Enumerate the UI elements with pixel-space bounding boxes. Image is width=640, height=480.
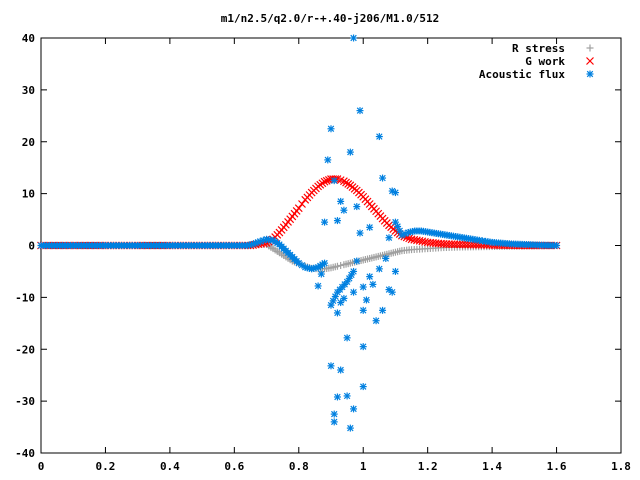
data-point xyxy=(359,343,367,351)
y-tick-label: 0 xyxy=(28,240,35,253)
data-point xyxy=(337,197,345,205)
data-point xyxy=(356,107,364,115)
data-point xyxy=(375,265,383,273)
data-point xyxy=(350,288,358,296)
legend-label: R stress xyxy=(512,42,565,55)
data-point xyxy=(379,174,387,182)
data-point xyxy=(333,393,341,401)
y-tick-label: 10 xyxy=(22,188,35,201)
data-point xyxy=(353,257,361,265)
data-point xyxy=(333,309,341,317)
data-point xyxy=(330,177,338,185)
data-point xyxy=(333,217,341,225)
y-tick-label: 30 xyxy=(22,84,35,97)
legend-marker xyxy=(586,44,594,52)
data-point xyxy=(359,383,367,391)
data-point xyxy=(337,299,345,307)
data-point xyxy=(369,280,377,288)
x-tick-label: 0.8 xyxy=(289,460,309,473)
data-point xyxy=(388,288,396,296)
x-tick-label: 1.4 xyxy=(482,460,502,473)
data-point xyxy=(366,223,374,231)
legend-label: G work xyxy=(525,55,565,68)
y-tick-label: -10 xyxy=(15,291,35,304)
data-point xyxy=(321,259,329,267)
data-point xyxy=(372,317,380,325)
data-point xyxy=(382,254,390,262)
data-point xyxy=(375,133,383,141)
y-tick-label: -30 xyxy=(15,395,35,408)
data-point xyxy=(359,306,367,314)
data-point xyxy=(350,267,358,275)
legend-label: Acoustic flux xyxy=(479,68,565,81)
x-tick-label: 0 xyxy=(38,460,45,473)
data-point xyxy=(327,125,335,133)
data-point xyxy=(337,261,345,269)
legend-marker xyxy=(586,70,594,78)
data-point xyxy=(331,293,339,301)
x-tick-label: 0.6 xyxy=(224,460,244,473)
series-layer xyxy=(37,34,561,432)
data-point xyxy=(353,203,361,211)
data-point xyxy=(379,306,387,314)
data-point xyxy=(391,267,399,275)
x-tick-label: 1 xyxy=(360,460,367,473)
x-tick-label: 0.2 xyxy=(96,460,116,473)
axis-ticks xyxy=(40,37,622,454)
data-point xyxy=(294,204,303,213)
data-point xyxy=(346,424,354,432)
data-point xyxy=(346,148,354,156)
y-tick-label: 40 xyxy=(22,32,35,45)
y-tick-label: -40 xyxy=(15,447,35,460)
y-tick-label: 20 xyxy=(22,136,35,149)
data-point xyxy=(343,392,351,400)
data-point xyxy=(314,282,322,290)
x-tick-labels: 0 0.2 0.4 0.6 0.8 1 1.2 1.4 1.6 1.8 xyxy=(38,460,631,473)
chart-title: m1/n2.5/q2.0/r-+.40-j206/M1.0/512 xyxy=(221,12,440,25)
data-point xyxy=(320,177,329,186)
y-tick-labels: -40 -30 -20 -10 0 10 20 30 40 xyxy=(15,32,35,460)
data-point xyxy=(340,294,348,302)
data-point xyxy=(350,34,358,42)
series-2 xyxy=(37,34,561,432)
data-point xyxy=(337,366,345,374)
y-tick-label: -20 xyxy=(15,343,35,356)
x-tick-label: 1.2 xyxy=(418,460,438,473)
data-point xyxy=(343,334,351,342)
data-point xyxy=(553,242,561,249)
data-point xyxy=(330,410,338,418)
data-point xyxy=(327,362,335,370)
data-point xyxy=(317,270,325,278)
x-tick-label: 1.8 xyxy=(611,460,631,473)
data-point xyxy=(356,229,364,237)
data-point xyxy=(391,189,399,197)
data-point xyxy=(366,273,374,281)
x-tick-label: 0.4 xyxy=(160,460,180,473)
legend-marker xyxy=(586,57,594,65)
data-point xyxy=(359,283,367,291)
data-point xyxy=(333,262,341,270)
data-point xyxy=(362,296,370,304)
data-point xyxy=(385,234,393,242)
data-point xyxy=(321,218,329,226)
data-point xyxy=(324,156,332,164)
data-point xyxy=(322,176,331,185)
data-point xyxy=(330,418,338,426)
data-point xyxy=(350,405,358,413)
data-point xyxy=(340,206,348,214)
x-tick-label: 1.6 xyxy=(547,460,567,473)
data-point xyxy=(298,200,306,208)
